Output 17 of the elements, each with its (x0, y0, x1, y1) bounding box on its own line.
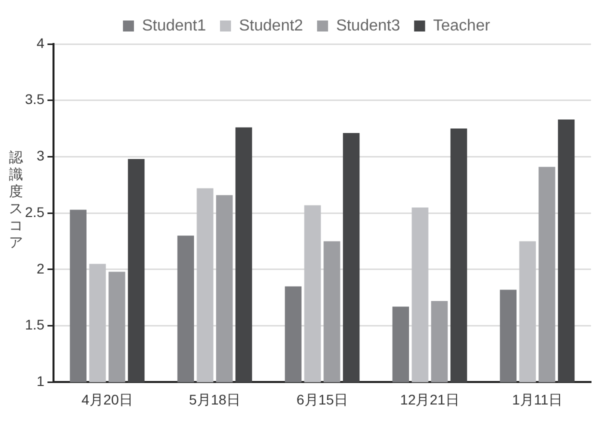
x-tick-label: 5月18日 (189, 391, 240, 408)
x-tick-label: 1月11日 (512, 391, 562, 408)
legend-label: Student3 (336, 17, 400, 34)
y-tick-label: 1 (36, 373, 45, 390)
legend-label: Teacher (433, 17, 491, 34)
legend-label: Student1 (142, 17, 206, 34)
x-tick-label: 12月21日 (400, 391, 460, 408)
y-tick-label: 4 (36, 34, 45, 51)
y-tick-label: 3.5 (24, 91, 45, 108)
y-tick-label: 2.5 (24, 204, 45, 220)
x-tick-label: 6月15日 (296, 391, 348, 408)
y-axis-title: 認識度スコア (8, 150, 24, 252)
y-tick-label: 1.5 (24, 316, 45, 333)
legend-label: Student2 (239, 17, 304, 34)
y-tick-label: 3 (36, 148, 45, 164)
x-tick-label: 4月20日 (82, 391, 133, 408)
y-tick-label: 2 (36, 260, 45, 276)
